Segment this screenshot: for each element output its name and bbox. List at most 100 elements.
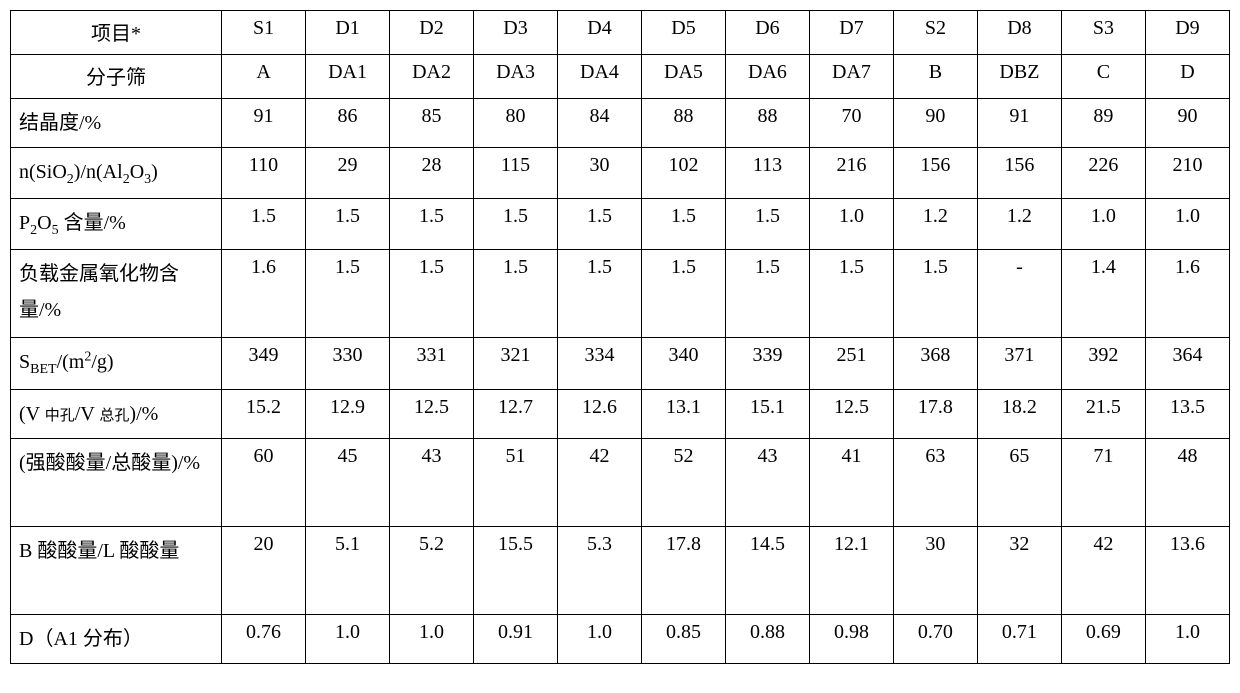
data-cell: 52 <box>641 438 725 526</box>
row-label: 结晶度/% <box>11 99 222 148</box>
data-cell: 110 <box>222 148 306 199</box>
data-cell: 15.5 <box>474 526 558 614</box>
header-cell: S3 <box>1061 11 1145 55</box>
data-cell: 17.8 <box>893 389 977 438</box>
data-cell: 1.5 <box>558 199 642 250</box>
data-cell: 1.5 <box>222 199 306 250</box>
data-cell: 115 <box>474 148 558 199</box>
data-cell: 334 <box>558 338 642 389</box>
data-cell: 331 <box>390 338 474 389</box>
data-cell: 371 <box>977 338 1061 389</box>
data-table: 项目* S1 D1 D2 D3 D4 D5 D6 D7 S2 D8 S3 D9 … <box>10 10 1230 664</box>
data-cell: 1.0 <box>1145 614 1229 663</box>
data-cell: 21.5 <box>1061 389 1145 438</box>
data-cell: 15.1 <box>725 389 809 438</box>
data-cell: DA1 <box>306 55 390 99</box>
data-cell: 18.2 <box>977 389 1061 438</box>
data-cell: 251 <box>809 338 893 389</box>
data-cell: C <box>1061 55 1145 99</box>
data-cell: 17.8 <box>641 526 725 614</box>
data-cell: 43 <box>390 438 474 526</box>
header-cell: D5 <box>641 11 725 55</box>
data-cell: 1.0 <box>1145 199 1229 250</box>
row-label: P2O5 含量/% <box>11 199 222 250</box>
data-cell: 0.69 <box>1061 614 1145 663</box>
data-cell: 91 <box>222 99 306 148</box>
data-cell: 14.5 <box>725 526 809 614</box>
data-cell: 392 <box>1061 338 1145 389</box>
row-label: n(SiO2)/n(Al2O3) <box>11 148 222 199</box>
data-cell: 1.0 <box>1061 199 1145 250</box>
data-cell: 45 <box>306 438 390 526</box>
data-cell: 12.1 <box>809 526 893 614</box>
data-cell: 226 <box>1061 148 1145 199</box>
data-cell: 216 <box>809 148 893 199</box>
data-cell: 43 <box>725 438 809 526</box>
data-cell: D <box>1145 55 1229 99</box>
header-cell: S1 <box>222 11 306 55</box>
header-cell: D3 <box>474 11 558 55</box>
data-cell: 12.6 <box>558 389 642 438</box>
table-row: n(SiO2)/n(Al2O3)110292811530102113216156… <box>11 148 1230 199</box>
data-cell: 364 <box>1145 338 1229 389</box>
data-cell: DA4 <box>558 55 642 99</box>
data-cell: 12.7 <box>474 389 558 438</box>
header-cell: D6 <box>725 11 809 55</box>
data-cell: 0.85 <box>641 614 725 663</box>
data-cell: 90 <box>893 99 977 148</box>
data-cell: 1.4 <box>1061 250 1145 338</box>
data-cell: 340 <box>641 338 725 389</box>
data-cell: 5.1 <box>306 526 390 614</box>
data-cell: 1.0 <box>390 614 474 663</box>
header-cell: D2 <box>390 11 474 55</box>
header-row: 项目* S1 D1 D2 D3 D4 D5 D6 D7 S2 D8 S3 D9 <box>11 11 1230 55</box>
data-cell: 1.5 <box>306 199 390 250</box>
data-cell: DA3 <box>474 55 558 99</box>
data-cell: 330 <box>306 338 390 389</box>
data-cell: 1.2 <box>977 199 1061 250</box>
data-cell: 91 <box>977 99 1061 148</box>
row-label: (强酸酸量/总酸量)/% <box>11 438 222 526</box>
data-cell: 65 <box>977 438 1061 526</box>
data-cell: 349 <box>222 338 306 389</box>
data-cell: 102 <box>641 148 725 199</box>
data-cell: DBZ <box>977 55 1061 99</box>
data-cell: 1.0 <box>809 199 893 250</box>
data-cell: DA5 <box>641 55 725 99</box>
data-cell: 1.5 <box>390 250 474 338</box>
data-cell: 1.5 <box>558 250 642 338</box>
data-cell: 1.5 <box>641 250 725 338</box>
data-cell: 41 <box>809 438 893 526</box>
data-cell: 12.9 <box>306 389 390 438</box>
data-cell: 0.91 <box>474 614 558 663</box>
table-row: P2O5 含量/%1.51.51.51.51.51.51.51.01.21.21… <box>11 199 1230 250</box>
data-cell: 89 <box>1061 99 1145 148</box>
row-label: (V 中孔/V 总孔)/% <box>11 389 222 438</box>
data-cell: 51 <box>474 438 558 526</box>
data-cell: 85 <box>390 99 474 148</box>
data-cell: 80 <box>474 99 558 148</box>
data-cell: 71 <box>1061 438 1145 526</box>
header-cell: S2 <box>893 11 977 55</box>
data-cell: 42 <box>1061 526 1145 614</box>
data-cell: 70 <box>809 99 893 148</box>
table-body: 分子筛ADA1DA2DA3DA4DA5DA6DA7BDBZCD结晶度/%9186… <box>11 55 1230 664</box>
data-cell: 0.70 <box>893 614 977 663</box>
data-cell: DA7 <box>809 55 893 99</box>
header-cell: D4 <box>558 11 642 55</box>
data-cell: 20 <box>222 526 306 614</box>
data-cell: 90 <box>1145 99 1229 148</box>
data-cell: 210 <box>1145 148 1229 199</box>
data-cell: 32 <box>977 526 1061 614</box>
data-cell: 1.5 <box>725 199 809 250</box>
data-cell: 1.5 <box>474 199 558 250</box>
data-cell: 1.6 <box>222 250 306 338</box>
data-cell: 0.76 <box>222 614 306 663</box>
data-cell: - <box>977 250 1061 338</box>
data-cell: 1.0 <box>306 614 390 663</box>
row-label: 分子筛 <box>11 55 222 99</box>
row-label: 负载金属氧化物含量/% <box>11 250 222 338</box>
data-cell: 30 <box>893 526 977 614</box>
data-cell: 1.5 <box>893 250 977 338</box>
data-cell: 321 <box>474 338 558 389</box>
